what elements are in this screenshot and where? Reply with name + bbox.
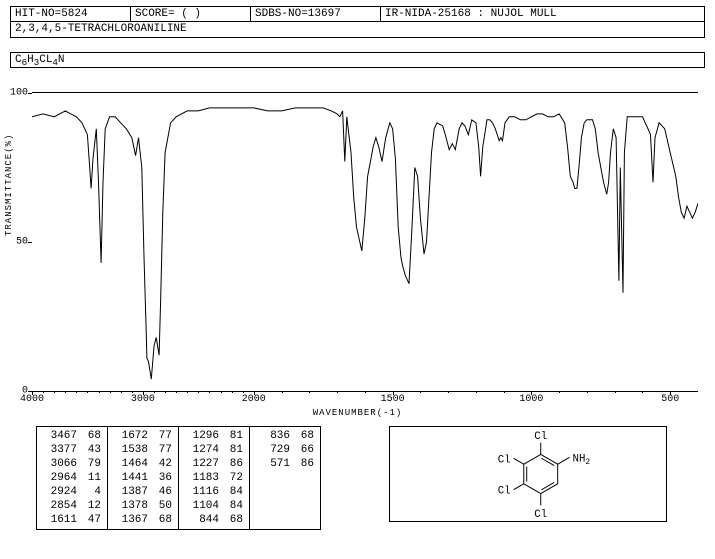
peak-wavenumber: 729 — [250, 443, 292, 457]
peak-wavenumber — [250, 471, 292, 485]
peak-transmittance: 77 — [150, 443, 178, 457]
peak-wavenumber: 2924 — [37, 485, 79, 499]
x-tick-label: 3000 — [131, 394, 155, 405]
peak-transmittance: 86 — [292, 457, 320, 471]
y-tick-label: 50 — [4, 237, 28, 248]
peak-table-column: 1672771538771464421441361387461378501367… — [108, 427, 179, 529]
peak-wavenumber: 1464 — [108, 457, 150, 471]
peak-transmittance: 12 — [79, 499, 107, 513]
spectrum-line — [32, 93, 698, 391]
peak-wavenumber: 1538 — [108, 443, 150, 457]
peak-transmittance: 36 — [150, 471, 178, 485]
peak-wavenumber: 3066 — [37, 457, 79, 471]
peak-wavenumber: 1378 — [108, 499, 150, 513]
x-tick-label: 4000 — [20, 394, 44, 405]
svg-text:NH2: NH2 — [572, 453, 590, 467]
peak-transmittance: 86 — [221, 457, 249, 471]
header-row: HIT-NO=5824 SCORE= ( ) SDBS-NO=13697 IR-… — [10, 6, 705, 22]
peak-wavenumber: 1274 — [179, 443, 221, 457]
peak-transmittance: 77 — [150, 429, 178, 443]
y-tick-label: 100 — [4, 88, 28, 99]
hit-no-cell: HIT-NO=5824 — [11, 7, 131, 21]
x-axis-label: WAVENUMBER(-1) — [313, 408, 403, 418]
peak-table-column: 836687296657186 — [250, 427, 320, 529]
peak-wavenumber: 1611 — [37, 513, 79, 527]
x-tick-label: 1000 — [519, 394, 543, 405]
peak-transmittance: 11 — [79, 471, 107, 485]
peak-transmittance: 46 — [150, 485, 178, 499]
peak-wavenumber: 3467 — [37, 429, 79, 443]
peak-wavenumber — [250, 513, 292, 527]
peak-transmittance: 68 — [150, 513, 178, 527]
peak-wavenumber: 2964 — [37, 471, 79, 485]
y-axis-label: TRANSMITTANCE(%) — [4, 134, 14, 236]
peak-wavenumber — [250, 499, 292, 513]
spectrum-plot: 05010040003000200015001000500 — [32, 92, 698, 392]
svg-text:Cl: Cl — [534, 431, 547, 443]
peak-transmittance: 72 — [221, 471, 249, 485]
peak-transmittance — [292, 485, 320, 499]
peak-transmittance — [292, 471, 320, 485]
svg-text:Cl: Cl — [534, 509, 547, 521]
peak-transmittance: 81 — [221, 429, 249, 443]
molecular-formula: C6H3CL4N — [10, 52, 705, 68]
peak-wavenumber: 571 — [250, 457, 292, 471]
svg-text:Cl: Cl — [498, 454, 511, 466]
sdbs-no-cell: SDBS-NO=13697 — [251, 7, 381, 21]
peak-transmittance — [292, 513, 320, 527]
peak-wavenumber: 1104 — [179, 499, 221, 513]
peak-transmittance: 66 — [292, 443, 320, 457]
peak-wavenumber: 1227 — [179, 457, 221, 471]
peak-wavenumber: 1183 — [179, 471, 221, 485]
ir-info-cell: IR-NIDA-25168 : NUJOL MULL — [381, 7, 704, 21]
peak-table-column: 1296811274811227861183721116841104848446… — [179, 427, 250, 529]
structure-diagram: Cl Cl Cl Cl NH2 — [389, 426, 667, 522]
compound-name: 2,3,4,5-TETRACHLOROANILINE — [10, 22, 705, 38]
peak-wavenumber: 1672 — [108, 429, 150, 443]
peak-wavenumber: 844 — [179, 513, 221, 527]
peak-wavenumber: 1296 — [179, 429, 221, 443]
peak-wavenumber: 1441 — [108, 471, 150, 485]
svg-text:Cl: Cl — [498, 486, 511, 498]
peak-transmittance: 50 — [150, 499, 178, 513]
peak-wavenumber — [250, 485, 292, 499]
peak-transmittance: 68 — [221, 513, 249, 527]
peak-wavenumber: 2854 — [37, 499, 79, 513]
x-tick-label: 500 — [661, 394, 679, 405]
peak-transmittance: 47 — [79, 513, 107, 527]
peak-table-column: 3467683377433066792964112924428541216114… — [37, 427, 108, 529]
peak-transmittance: 79 — [79, 457, 107, 471]
peak-wavenumber: 836 — [250, 429, 292, 443]
peak-transmittance: 42 — [150, 457, 178, 471]
peak-transmittance — [292, 499, 320, 513]
x-tick-label: 1500 — [381, 394, 405, 405]
peak-wavenumber: 3377 — [37, 443, 79, 457]
peak-transmittance: 4 — [79, 485, 107, 499]
peak-wavenumber: 1367 — [108, 513, 150, 527]
peak-wavenumber: 1387 — [108, 485, 150, 499]
peak-transmittance: 68 — [292, 429, 320, 443]
peak-transmittance: 84 — [221, 499, 249, 513]
peak-transmittance: 81 — [221, 443, 249, 457]
peak-transmittance: 68 — [79, 429, 107, 443]
structure-svg: Cl Cl Cl Cl NH2 — [390, 427, 666, 521]
x-tick-label: 2000 — [242, 394, 266, 405]
peak-transmittance: 84 — [221, 485, 249, 499]
peak-table: 3467683377433066792964112924428541216114… — [36, 426, 321, 530]
peak-transmittance: 43 — [79, 443, 107, 457]
score-cell: SCORE= ( ) — [131, 7, 251, 21]
peak-wavenumber: 1116 — [179, 485, 221, 499]
